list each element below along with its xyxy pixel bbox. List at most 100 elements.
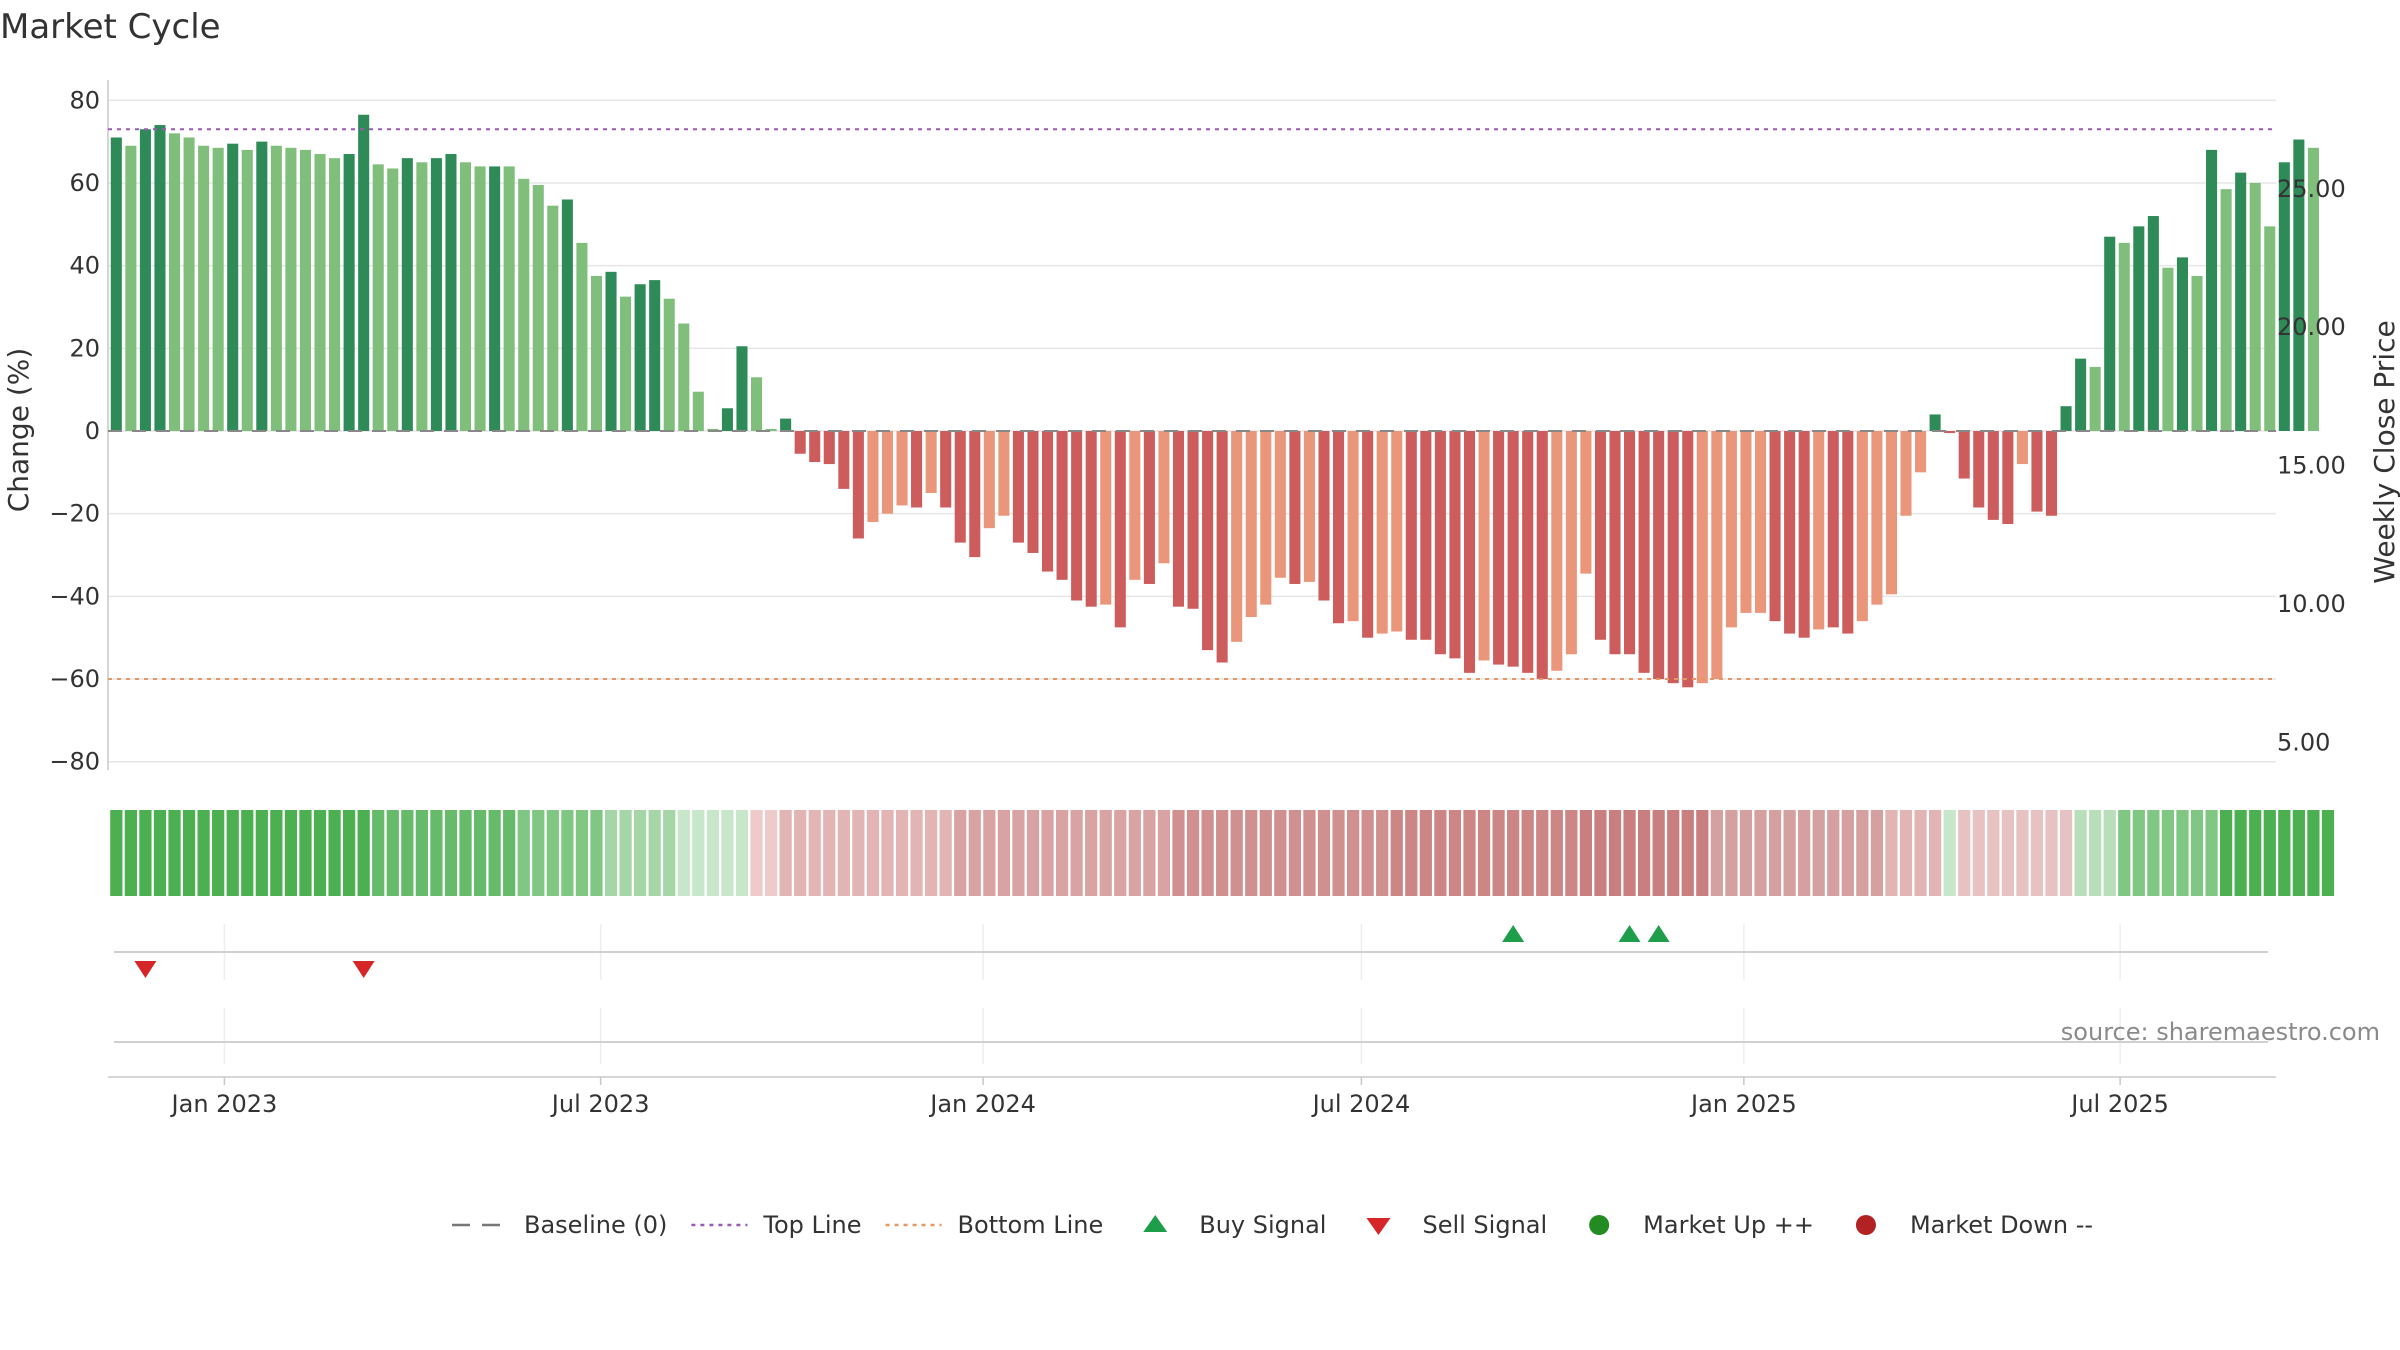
cycle-bar [823, 431, 835, 465]
cycle-bar [2016, 431, 2028, 465]
heat-cell [1972, 810, 1985, 896]
cycle-bar [2002, 431, 2014, 525]
heat-cell [2176, 810, 2189, 896]
heat-cell [182, 810, 196, 896]
heat-cell [124, 810, 137, 896]
cycle-bar [867, 431, 879, 522]
heat-cell [226, 810, 239, 896]
heat-cell [1143, 810, 1156, 896]
heat-cell [983, 810, 996, 896]
heat-cell [764, 810, 778, 896]
heat-cell [1070, 810, 1083, 896]
cycle-bar [1143, 431, 1155, 584]
cycle-bar [649, 280, 661, 431]
cycle-bar [1522, 431, 1534, 673]
cycle-bar [314, 154, 326, 431]
heat-cell [430, 810, 443, 896]
cycle-bar [1114, 431, 1126, 628]
cycle-bar [561, 199, 573, 431]
cycle-bar [1391, 431, 1403, 632]
cycle-bar [605, 271, 617, 431]
heat-cell [415, 810, 428, 896]
heat-cell [2292, 810, 2305, 896]
cycle-bar [387, 168, 399, 432]
legend-label: Buy Signal [1199, 1211, 1326, 1239]
cycle-bar [1012, 431, 1024, 543]
cycle-bar [110, 137, 122, 431]
bars-layer [110, 114, 2319, 688]
cycle-bar [1085, 431, 1097, 607]
cycle-bar [911, 431, 923, 508]
heat-cell [1958, 810, 1971, 896]
cycle-bar [925, 431, 937, 494]
heat-cell [939, 810, 952, 896]
x-tick-label: Jan 2023 [170, 1090, 278, 1118]
y-tick-label: 60 [69, 169, 100, 197]
heat-cell [386, 810, 399, 896]
legend-swatch [1855, 1215, 1876, 1235]
heat-cell [1376, 810, 1389, 896]
cycle-bar [576, 242, 588, 431]
heat-cell [1856, 810, 1869, 896]
heat-cell [1216, 810, 1229, 896]
heat-cell [1390, 810, 1403, 896]
cycle-bar [299, 149, 311, 431]
cycle-bar [1754, 431, 1767, 613]
heat-cell [241, 810, 254, 896]
heat-cell [1637, 810, 1651, 896]
cycle-bar [1580, 431, 1592, 574]
cycle-bar [1725, 431, 1737, 628]
buy-signal-marker [1618, 925, 1641, 942]
heat-cell [2249, 810, 2262, 896]
cycle-bar [2293, 139, 2305, 432]
heat-cell [2118, 810, 2131, 896]
heat-cell [1667, 810, 1680, 896]
cycle-bar [2235, 172, 2247, 432]
heat-cell [197, 810, 210, 896]
heat-cell [1783, 810, 1796, 896]
cycle-bar [794, 431, 806, 454]
cycle-bar [2060, 406, 2072, 431]
cycle-bar [765, 428, 777, 431]
heat-cell [284, 810, 298, 896]
y-tick-label: 40 [69, 252, 100, 280]
heat-cell [750, 810, 763, 896]
cycle-bar [227, 143, 239, 432]
cycle-bar [1376, 431, 1388, 634]
legend: Baseline (0) Top Line Bottom Line Buy Signa… [452, 1211, 2093, 1239]
legend-item: Market Down -- [1855, 1211, 2093, 1239]
heat-cell [1798, 810, 1811, 896]
cycle-bar [707, 428, 719, 431]
cycle-bar [1842, 431, 1854, 634]
heat-cell [1245, 810, 1258, 896]
heat-cell [517, 810, 530, 896]
cycle-bar [634, 284, 646, 431]
heat-cell [2307, 810, 2320, 896]
heat-cell [2001, 810, 2014, 896]
heat-cell [1201, 810, 1214, 896]
cycle-bar [1638, 431, 1650, 673]
y2-axis-ticks: 25.00 20.00 15.00 10.00 5.00 [2277, 175, 2346, 756]
cycle-bar [1420, 431, 1432, 640]
legend-item: Top Line [691, 1211, 862, 1239]
heat-cell [1332, 810, 1345, 896]
heat-cell [343, 810, 356, 896]
cycle-bar [2075, 358, 2087, 431]
heat-cell [328, 810, 341, 896]
buy-signal-marker [1647, 925, 1670, 942]
cycle-bar [1900, 431, 1912, 516]
heat-cell [852, 810, 865, 896]
cycle-bar [1915, 431, 1927, 473]
legend-item: Buy Signal [1143, 1211, 1326, 1239]
heat-cell [1259, 810, 1272, 896]
y2-axis-title: Weekly Close Price [2368, 320, 2400, 583]
cycle-bar [2307, 147, 2319, 431]
heat-cell [634, 810, 647, 896]
cycle-bar [1958, 431, 1970, 479]
heat-cell [1841, 810, 1854, 896]
cycle-bar [692, 391, 704, 431]
cycle-bar [1434, 431, 1446, 655]
cycle-bar [139, 129, 151, 431]
heat-cell [1186, 810, 1200, 896]
